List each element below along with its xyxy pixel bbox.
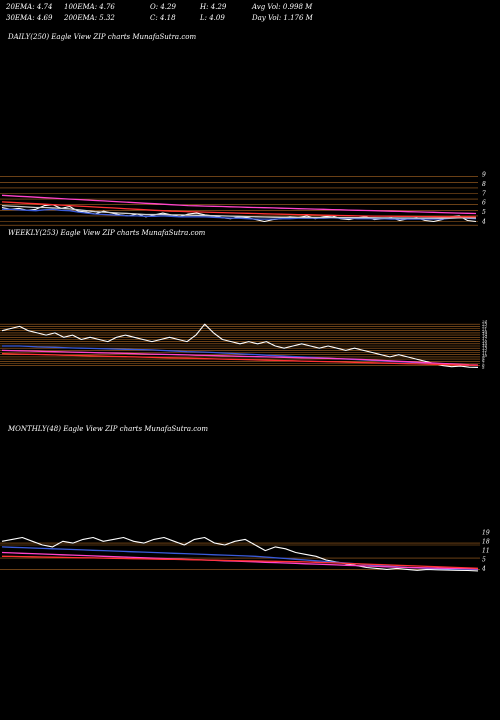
y-tick-label: 4 — [481, 566, 486, 573]
y-tick-label: 13 — [482, 346, 488, 351]
y-tick-label: 5 — [482, 209, 486, 216]
price-line — [1, 536, 479, 572]
y-tick-label: 9 — [482, 355, 485, 360]
ema100-label: 100EMA: 4.76 — [64, 3, 115, 11]
y-tick-label: 5 — [482, 557, 486, 564]
y-tick-label: 16 — [482, 338, 488, 343]
y-tick-label: 6 — [482, 200, 486, 207]
y-tick-label: 5 — [482, 365, 485, 370]
ema-line — [2, 208, 477, 220]
high-label: H: 4.29 — [200, 3, 227, 11]
ema-line — [1, 194, 477, 215]
y-tick-label: 18 — [482, 334, 488, 339]
y-tick-label: 9 — [482, 172, 486, 179]
y-tick-label: 22 — [481, 324, 488, 329]
y-tick-label: 17 — [482, 336, 488, 341]
ema-line — [1, 204, 477, 219]
y-tick-label: 18 — [482, 539, 490, 546]
y-tick-label: 12 — [482, 348, 488, 353]
y-tick-label: 14 — [482, 343, 488, 348]
day-vol-label: Day Vol: 1.176 M — [252, 14, 313, 22]
weekly-panel-title: WEEKLY(253) Eagle View ZIP charts Munafa… — [8, 229, 206, 237]
y-tick-label: 4 — [481, 218, 486, 225]
low-label: L: 4.09 — [200, 14, 225, 22]
y-tick-label: 10 — [482, 353, 488, 358]
price-line — [1, 323, 479, 368]
y-tick-label: 6 — [482, 362, 485, 367]
monthly-panel-title: MONTHLY(48) Eagle View ZIP charts Munafa… — [8, 425, 209, 433]
y-tick-label: 19 — [482, 530, 490, 537]
y-tick-label: 24 — [481, 319, 488, 324]
open-label: O: 4.29 — [150, 3, 176, 11]
y-tick-label: 15 — [482, 341, 488, 346]
ema-line — [1, 352, 479, 367]
y-tick-label: 21 — [481, 326, 487, 331]
y-tick-label: 20 — [481, 329, 488, 334]
y-tick-label: 11 — [482, 548, 490, 555]
y-tick-label: 8 — [482, 358, 485, 363]
ema-line — [1, 349, 479, 366]
y-tick-label: 8 — [482, 181, 486, 188]
ema20-label: 20EMA: 4.74 — [6, 3, 53, 11]
y-tick-label: 7 — [482, 360, 485, 365]
y-tick-label: 11 — [482, 350, 487, 355]
ema30-label: 30EMA: 4.69 — [6, 14, 53, 22]
y-tick-label: 19 — [482, 331, 488, 336]
avg-vol-label: Avg Vol: 0.998 M — [252, 3, 313, 11]
daily-panel-title: DAILY(250) Eagle View ZIP charts MunafaS… — [8, 33, 197, 41]
ema-line — [1, 201, 477, 218]
ema-line — [1, 555, 479, 569]
ema200-label: 200EMA: 5.32 — [64, 14, 115, 22]
close-label: C: 4.18 — [150, 14, 176, 22]
y-tick-label: 23 — [481, 322, 488, 327]
y-tick-label: 7 — [482, 190, 486, 197]
